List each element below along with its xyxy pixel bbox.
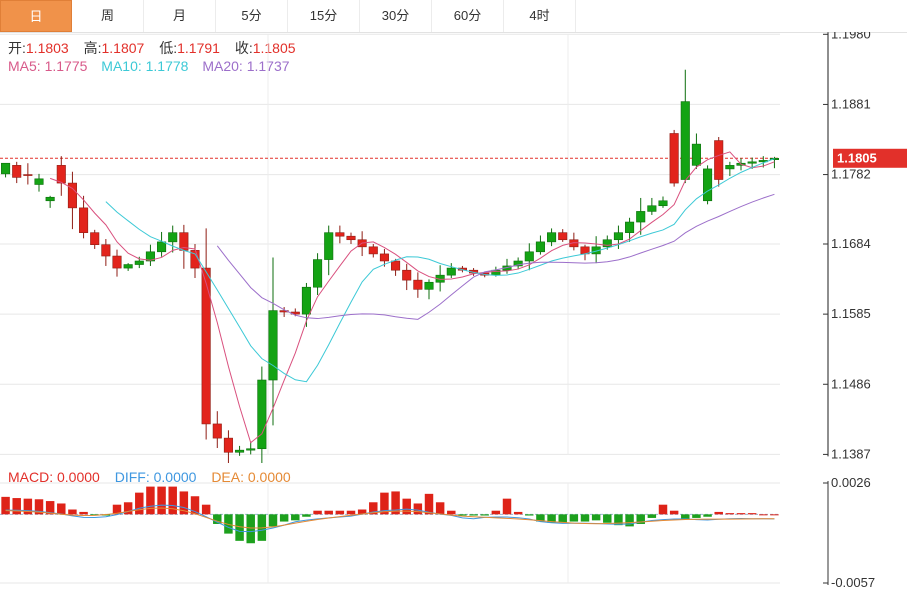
svg-text:1.1486: 1.1486 — [831, 376, 871, 391]
svg-text:1.1881: 1.1881 — [831, 96, 871, 111]
svg-text:1.1805: 1.1805 — [837, 150, 877, 165]
svg-text:1.1387: 1.1387 — [831, 446, 871, 461]
svg-text:1.1980: 1.1980 — [831, 32, 871, 41]
svg-text:1.1585: 1.1585 — [831, 306, 871, 321]
svg-text:1.1782: 1.1782 — [831, 167, 871, 182]
svg-text:0.0026: 0.0026 — [831, 475, 871, 490]
svg-text:1.1684: 1.1684 — [831, 236, 871, 251]
svg-text:-0.0057: -0.0057 — [831, 575, 875, 590]
